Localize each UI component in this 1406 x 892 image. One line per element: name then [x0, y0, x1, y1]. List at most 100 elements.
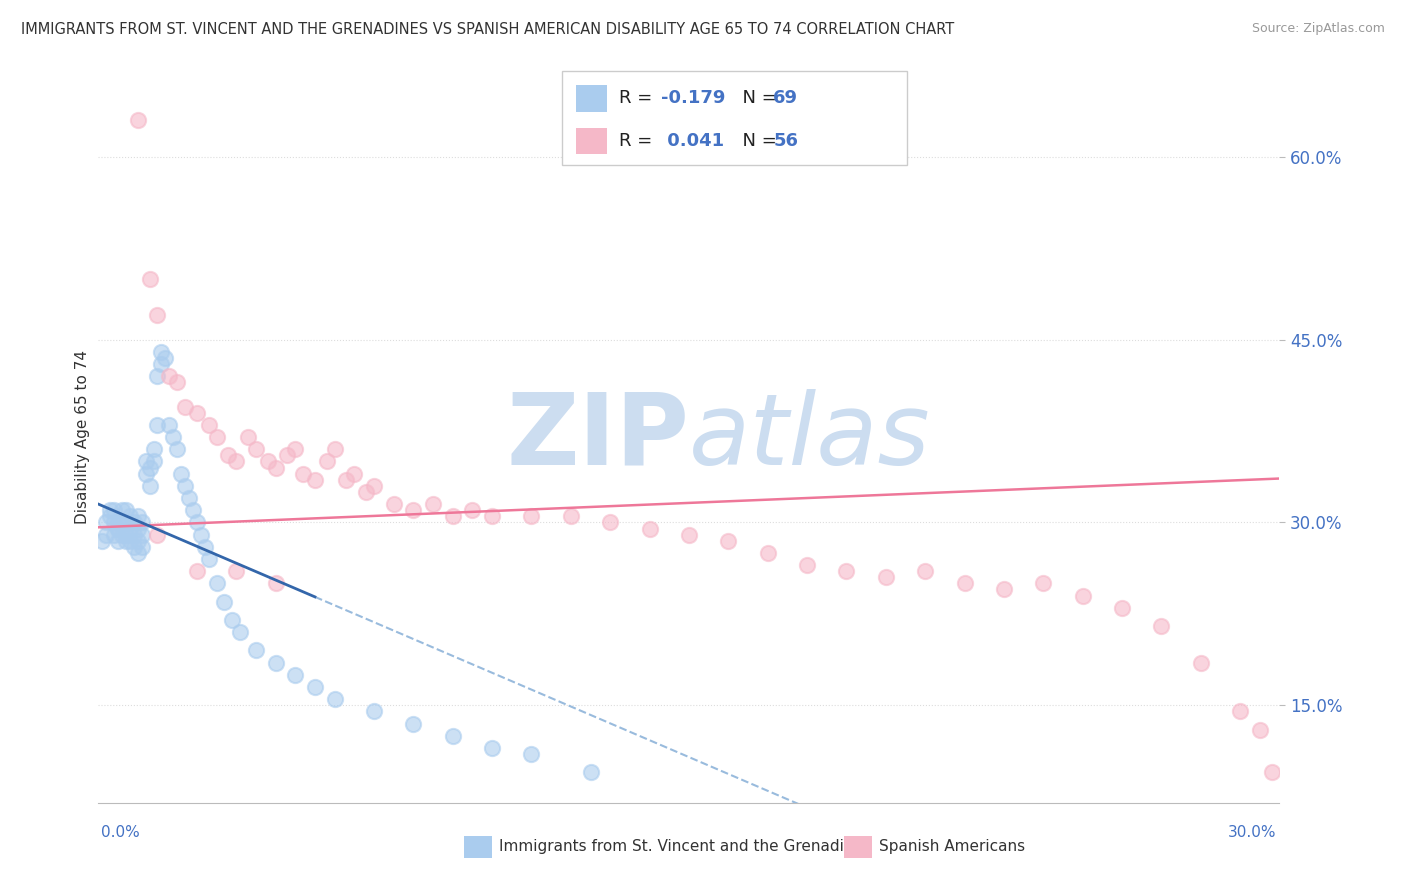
Point	[638, 521, 661, 535]
Point	[131, 527, 153, 541]
Point	[162, 430, 184, 444]
Point	[111, 516, 134, 530]
Point	[993, 582, 1015, 597]
Text: IMMIGRANTS FROM ST. VINCENT AND THE GRENADINES VS SPANISH AMERICAN DISABILITY AG: IMMIGRANTS FROM ST. VINCENT AND THE GREN…	[21, 22, 955, 37]
Point	[245, 643, 267, 657]
Point	[953, 576, 976, 591]
Point	[441, 729, 464, 743]
Point	[579, 765, 602, 780]
Point	[402, 503, 425, 517]
Point	[111, 527, 134, 541]
Point	[717, 533, 740, 548]
Point	[1032, 576, 1054, 591]
Point	[343, 467, 366, 481]
Point	[111, 503, 134, 517]
Point	[1260, 765, 1282, 780]
Point	[284, 442, 307, 457]
Point	[146, 308, 169, 322]
Point	[304, 473, 326, 487]
Point	[155, 351, 177, 365]
Point	[135, 467, 157, 481]
Point	[315, 454, 337, 468]
Point	[194, 540, 217, 554]
Point	[335, 473, 357, 487]
Point	[103, 503, 125, 517]
Text: R =: R =	[619, 89, 658, 107]
Point	[131, 540, 153, 554]
Point	[103, 527, 125, 541]
Point	[107, 533, 129, 548]
Point	[264, 656, 287, 670]
Point	[264, 576, 287, 591]
Text: 0.041: 0.041	[661, 132, 724, 150]
Point	[217, 449, 239, 463]
Point	[122, 527, 145, 541]
Point	[363, 479, 385, 493]
Point	[422, 497, 444, 511]
Point	[170, 467, 193, 481]
Point	[115, 533, 138, 548]
Point	[520, 509, 543, 524]
Point	[461, 503, 484, 517]
Point	[127, 533, 149, 548]
Point	[186, 516, 208, 530]
Point	[354, 485, 377, 500]
Point	[118, 521, 141, 535]
Point	[304, 680, 326, 694]
Point	[520, 747, 543, 761]
Point	[214, 595, 236, 609]
Point	[98, 509, 121, 524]
Point	[1111, 600, 1133, 615]
Point	[127, 113, 149, 128]
Text: -0.179: -0.179	[661, 89, 725, 107]
Text: Source: ZipAtlas.com: Source: ZipAtlas.com	[1251, 22, 1385, 36]
Point	[796, 558, 818, 573]
Point	[186, 406, 208, 420]
Point	[107, 516, 129, 530]
Point	[914, 564, 936, 578]
Text: Spanish Americans: Spanish Americans	[879, 839, 1025, 854]
Text: R =: R =	[619, 132, 658, 150]
Point	[157, 369, 180, 384]
Point	[256, 454, 278, 468]
Point	[284, 667, 307, 682]
Point	[276, 449, 298, 463]
Point	[481, 509, 503, 524]
Point	[115, 503, 138, 517]
Point	[142, 442, 165, 457]
Point	[678, 527, 700, 541]
Point	[157, 417, 180, 432]
Point	[197, 552, 219, 566]
Point	[221, 613, 243, 627]
Point	[1189, 656, 1212, 670]
Point	[150, 344, 173, 359]
Point	[115, 516, 138, 530]
Point	[138, 479, 160, 493]
Text: 0.0%: 0.0%	[101, 825, 141, 839]
Point	[115, 527, 138, 541]
Point	[103, 516, 125, 530]
Point	[177, 491, 200, 505]
Text: 56: 56	[773, 132, 799, 150]
Point	[225, 454, 247, 468]
Point	[875, 570, 897, 584]
Point	[166, 376, 188, 390]
Point	[205, 576, 228, 591]
Point	[150, 357, 173, 371]
Point	[146, 417, 169, 432]
Point	[138, 271, 160, 285]
Point	[127, 546, 149, 560]
Point	[174, 400, 197, 414]
Point	[181, 503, 204, 517]
Point	[264, 460, 287, 475]
Point	[91, 533, 114, 548]
Point	[96, 527, 118, 541]
Point	[323, 692, 346, 706]
Point	[122, 516, 145, 530]
Text: ZIP: ZIP	[506, 389, 689, 485]
Point	[363, 705, 385, 719]
Point	[225, 564, 247, 578]
Point	[835, 564, 858, 578]
Point	[323, 442, 346, 457]
Point	[142, 454, 165, 468]
